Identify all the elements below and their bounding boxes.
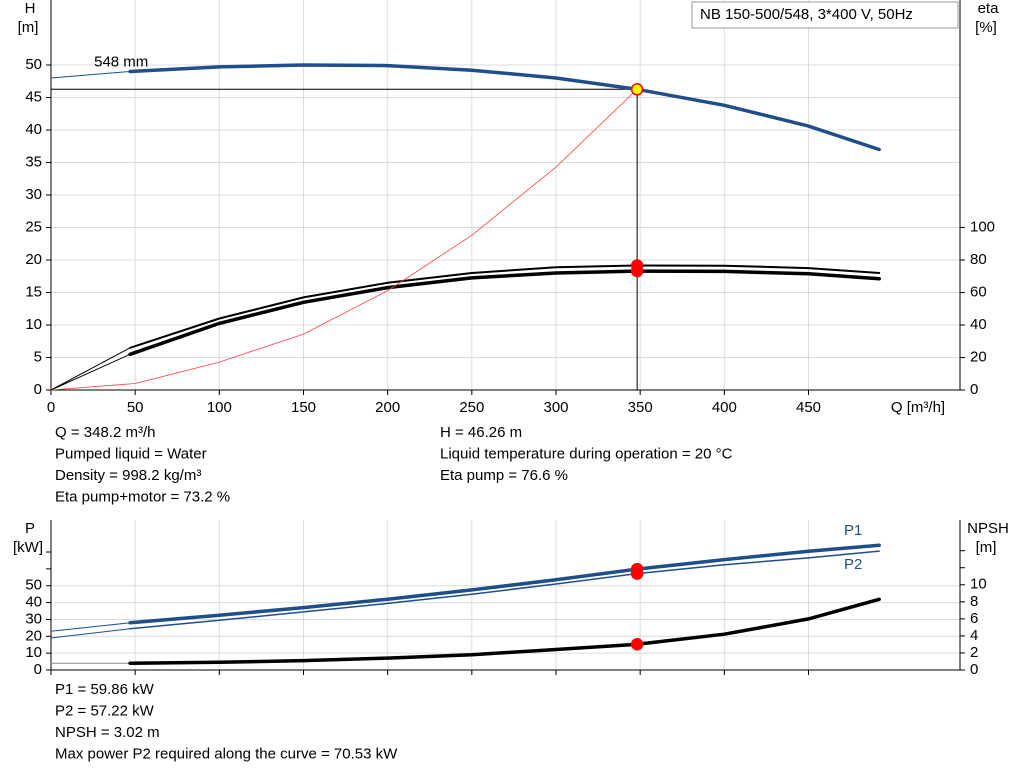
y2-tick-label: 6 — [970, 610, 978, 627]
x-tick-label: 350 — [628, 399, 653, 416]
series-label: P2 — [844, 556, 862, 573]
info-text: Eta pump = 76.6 % — [440, 467, 568, 484]
y-tick-label: 35 — [25, 153, 42, 170]
x-tick-label: 100 — [207, 399, 232, 416]
info-text: Eta pump+motor = 73.2 % — [55, 488, 230, 505]
y-tick-label: 25 — [25, 218, 42, 235]
y-tick-label: 30 — [25, 186, 42, 203]
x-tick-label: 250 — [459, 399, 484, 416]
operating-point — [630, 638, 644, 651]
y-axis-label: H — [25, 0, 36, 17]
chart-title: NB 150-500/548, 3*400 V, 50Hz — [700, 6, 913, 23]
y2-tick-label: 4 — [970, 627, 978, 644]
curve — [50, 88, 638, 391]
info-text: Liquid temperature during operation = 20… — [440, 445, 733, 462]
x-tick-label: 300 — [543, 399, 568, 416]
y2-tick-label: 80 — [970, 251, 987, 268]
y2-tick-label: 0 — [970, 381, 978, 398]
info-text: P1 = 59.86 kW — [55, 681, 155, 698]
curve — [50, 622, 131, 632]
y-tick-label: 10 — [25, 644, 42, 661]
y-tick-label: 30 — [25, 610, 42, 627]
y-tick-label: 0 — [34, 381, 42, 398]
y2-tick-label: 20 — [970, 348, 987, 365]
curve — [128, 597, 881, 665]
y-axis-unit: [m] — [18, 19, 39, 36]
info-text: Max power P2 required along the curve = … — [55, 745, 398, 762]
info-text: H = 46.26 m — [440, 424, 522, 441]
y-tick-label: 50 — [25, 56, 42, 73]
curve — [50, 347, 131, 391]
y2-tick-label: 10 — [970, 576, 987, 593]
operating-point — [630, 83, 644, 96]
y-axis-unit: [kW] — [13, 539, 43, 556]
operating-point — [630, 567, 644, 580]
x-axis-label: Q [m³/h] — [891, 399, 945, 416]
y2-axis-unit: [%] — [975, 19, 997, 36]
y2-tick-label: 100 — [970, 218, 995, 235]
curve — [50, 71, 131, 79]
y2-tick-label: 40 — [970, 316, 987, 333]
curve — [128, 63, 881, 152]
info-text: Density = 998.2 kg/m³ — [55, 467, 201, 484]
series-label: 548 mm — [94, 53, 148, 70]
y-tick-label: 5 — [34, 348, 42, 365]
y2-axis-unit: [m] — [976, 539, 997, 556]
x-tick-label: 0 — [47, 399, 55, 416]
y2-axis-label: NPSH — [967, 520, 1009, 537]
y2-axis-label: eta — [978, 0, 1000, 17]
y2-tick-label: 2 — [970, 644, 978, 661]
curve — [50, 353, 131, 391]
info-text: P2 = 57.22 kW — [55, 702, 155, 719]
y-axis-label: P — [25, 520, 35, 537]
y-tick-label: 20 — [25, 627, 42, 644]
curve — [50, 628, 131, 639]
y-tick-label: 40 — [25, 594, 42, 611]
x-tick-label: 150 — [291, 399, 316, 416]
operating-point — [630, 264, 644, 278]
x-tick-label: 400 — [712, 399, 737, 416]
x-tick-label: 200 — [375, 399, 400, 416]
curve — [129, 550, 880, 630]
x-tick-label: 50 — [127, 399, 144, 416]
y-tick-label: 0 — [34, 661, 42, 678]
info-text: Pumped liquid = Water — [55, 445, 207, 462]
info-text: NPSH = 3.02 m — [55, 724, 160, 741]
curve — [129, 264, 881, 349]
y-tick-label: 20 — [25, 251, 42, 268]
y2-tick-label: 8 — [970, 593, 978, 610]
y-tick-label: 45 — [25, 88, 42, 105]
y-tick-label: 15 — [25, 283, 42, 300]
y2-tick-label: 60 — [970, 283, 987, 300]
series-label: P1 — [844, 522, 862, 539]
y-tick-label: 10 — [25, 316, 42, 333]
curve — [128, 543, 881, 625]
y-tick-label: 50 — [25, 577, 42, 594]
info-text: Q = 348.2 m³/h — [55, 424, 155, 441]
title-box — [691, 1, 959, 29]
y2-tick-label: 0 — [970, 661, 978, 678]
x-tick-label: 450 — [796, 399, 821, 416]
y-tick-label: 40 — [25, 121, 42, 138]
curve — [128, 269, 881, 357]
